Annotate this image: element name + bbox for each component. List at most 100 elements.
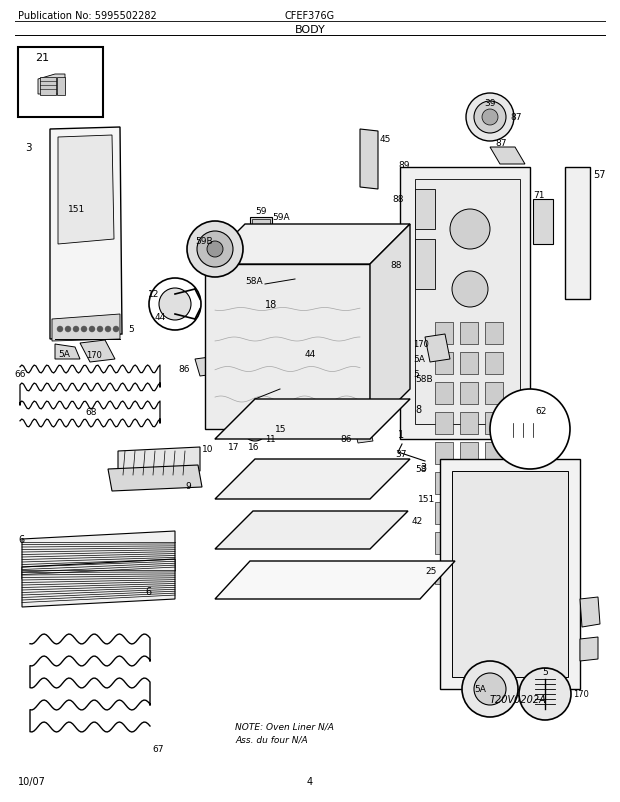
Circle shape	[89, 326, 95, 333]
Text: 5: 5	[413, 370, 418, 379]
Polygon shape	[485, 353, 503, 375]
Polygon shape	[490, 148, 525, 164]
Polygon shape	[460, 353, 478, 375]
Text: 12: 12	[148, 290, 159, 299]
Circle shape	[97, 326, 103, 333]
Text: 9: 9	[185, 482, 191, 491]
Text: 37: 37	[395, 450, 407, 459]
Text: 44: 44	[305, 350, 316, 359]
Polygon shape	[460, 502, 478, 525]
Circle shape	[207, 241, 223, 257]
Polygon shape	[370, 225, 410, 429]
Circle shape	[105, 326, 111, 333]
Text: 11: 11	[265, 435, 275, 444]
Polygon shape	[435, 322, 453, 345]
Circle shape	[248, 423, 262, 436]
Circle shape	[519, 668, 571, 720]
Text: 88: 88	[390, 260, 402, 269]
Polygon shape	[485, 472, 503, 494]
Text: 5A: 5A	[413, 355, 425, 364]
Circle shape	[81, 326, 87, 333]
Polygon shape	[435, 502, 453, 525]
Circle shape	[474, 102, 506, 134]
Circle shape	[113, 326, 119, 333]
Circle shape	[474, 673, 506, 705]
Bar	[270, 574, 350, 594]
Polygon shape	[205, 225, 410, 265]
Circle shape	[73, 326, 79, 333]
Text: 66: 66	[14, 370, 25, 379]
Text: 59A: 59A	[272, 213, 290, 222]
Text: 6: 6	[18, 534, 24, 545]
Polygon shape	[460, 412, 478, 435]
Circle shape	[462, 661, 518, 717]
Text: 5A: 5A	[474, 685, 486, 694]
Polygon shape	[425, 334, 450, 363]
Polygon shape	[460, 443, 478, 464]
Circle shape	[243, 418, 267, 441]
Text: 89: 89	[398, 160, 409, 169]
Polygon shape	[435, 562, 453, 585]
Circle shape	[197, 232, 233, 268]
Text: 68: 68	[85, 408, 97, 417]
Text: 151: 151	[68, 205, 86, 214]
Polygon shape	[215, 561, 455, 599]
Text: 5A: 5A	[58, 350, 70, 359]
Text: 15: 15	[275, 425, 286, 434]
Polygon shape	[435, 383, 453, 404]
Polygon shape	[108, 465, 202, 492]
Polygon shape	[38, 75, 65, 95]
Polygon shape	[485, 322, 503, 345]
Polygon shape	[580, 638, 598, 661]
Polygon shape	[195, 358, 215, 376]
Text: 58: 58	[415, 465, 427, 474]
Text: T20V0202A: T20V0202A	[490, 695, 547, 704]
Text: 86: 86	[340, 435, 352, 444]
Text: 170: 170	[86, 351, 102, 360]
Text: 5: 5	[542, 668, 548, 677]
Circle shape	[65, 326, 71, 333]
Polygon shape	[580, 597, 600, 627]
Text: Ass. du four N/A: Ass. du four N/A	[235, 735, 308, 743]
Polygon shape	[415, 190, 435, 229]
Text: 88: 88	[392, 195, 404, 205]
Bar	[40, 78, 56, 96]
Circle shape	[450, 210, 490, 249]
Circle shape	[149, 278, 201, 330]
Text: 59B: 59B	[195, 237, 213, 246]
Circle shape	[159, 289, 191, 321]
Circle shape	[187, 221, 243, 277]
Text: 42: 42	[412, 516, 423, 526]
Bar	[57, 78, 65, 96]
Polygon shape	[22, 559, 175, 607]
Text: 151: 151	[418, 495, 435, 504]
Text: 45: 45	[380, 136, 391, 144]
Polygon shape	[435, 353, 453, 375]
Text: 62: 62	[535, 407, 546, 416]
Text: 39: 39	[484, 99, 496, 107]
Circle shape	[466, 94, 514, 142]
Text: 25: 25	[425, 567, 436, 576]
Text: 5: 5	[128, 325, 134, 334]
Polygon shape	[50, 128, 122, 339]
Polygon shape	[460, 322, 478, 345]
Polygon shape	[435, 472, 453, 494]
Polygon shape	[80, 341, 115, 363]
Polygon shape	[22, 532, 175, 579]
Text: 6: 6	[145, 586, 151, 596]
Polygon shape	[565, 168, 590, 300]
Bar	[510, 422, 550, 439]
Text: 3: 3	[25, 143, 32, 153]
Polygon shape	[355, 429, 373, 444]
Polygon shape	[452, 472, 568, 677]
Text: 170: 170	[573, 690, 589, 699]
Text: 18: 18	[265, 300, 277, 310]
Circle shape	[490, 390, 570, 469]
Circle shape	[452, 272, 488, 308]
Text: 10/07: 10/07	[18, 776, 46, 786]
Polygon shape	[460, 383, 478, 404]
Polygon shape	[485, 562, 503, 585]
Polygon shape	[360, 130, 378, 190]
Text: 87: 87	[510, 113, 521, 123]
Text: 44: 44	[155, 313, 166, 322]
